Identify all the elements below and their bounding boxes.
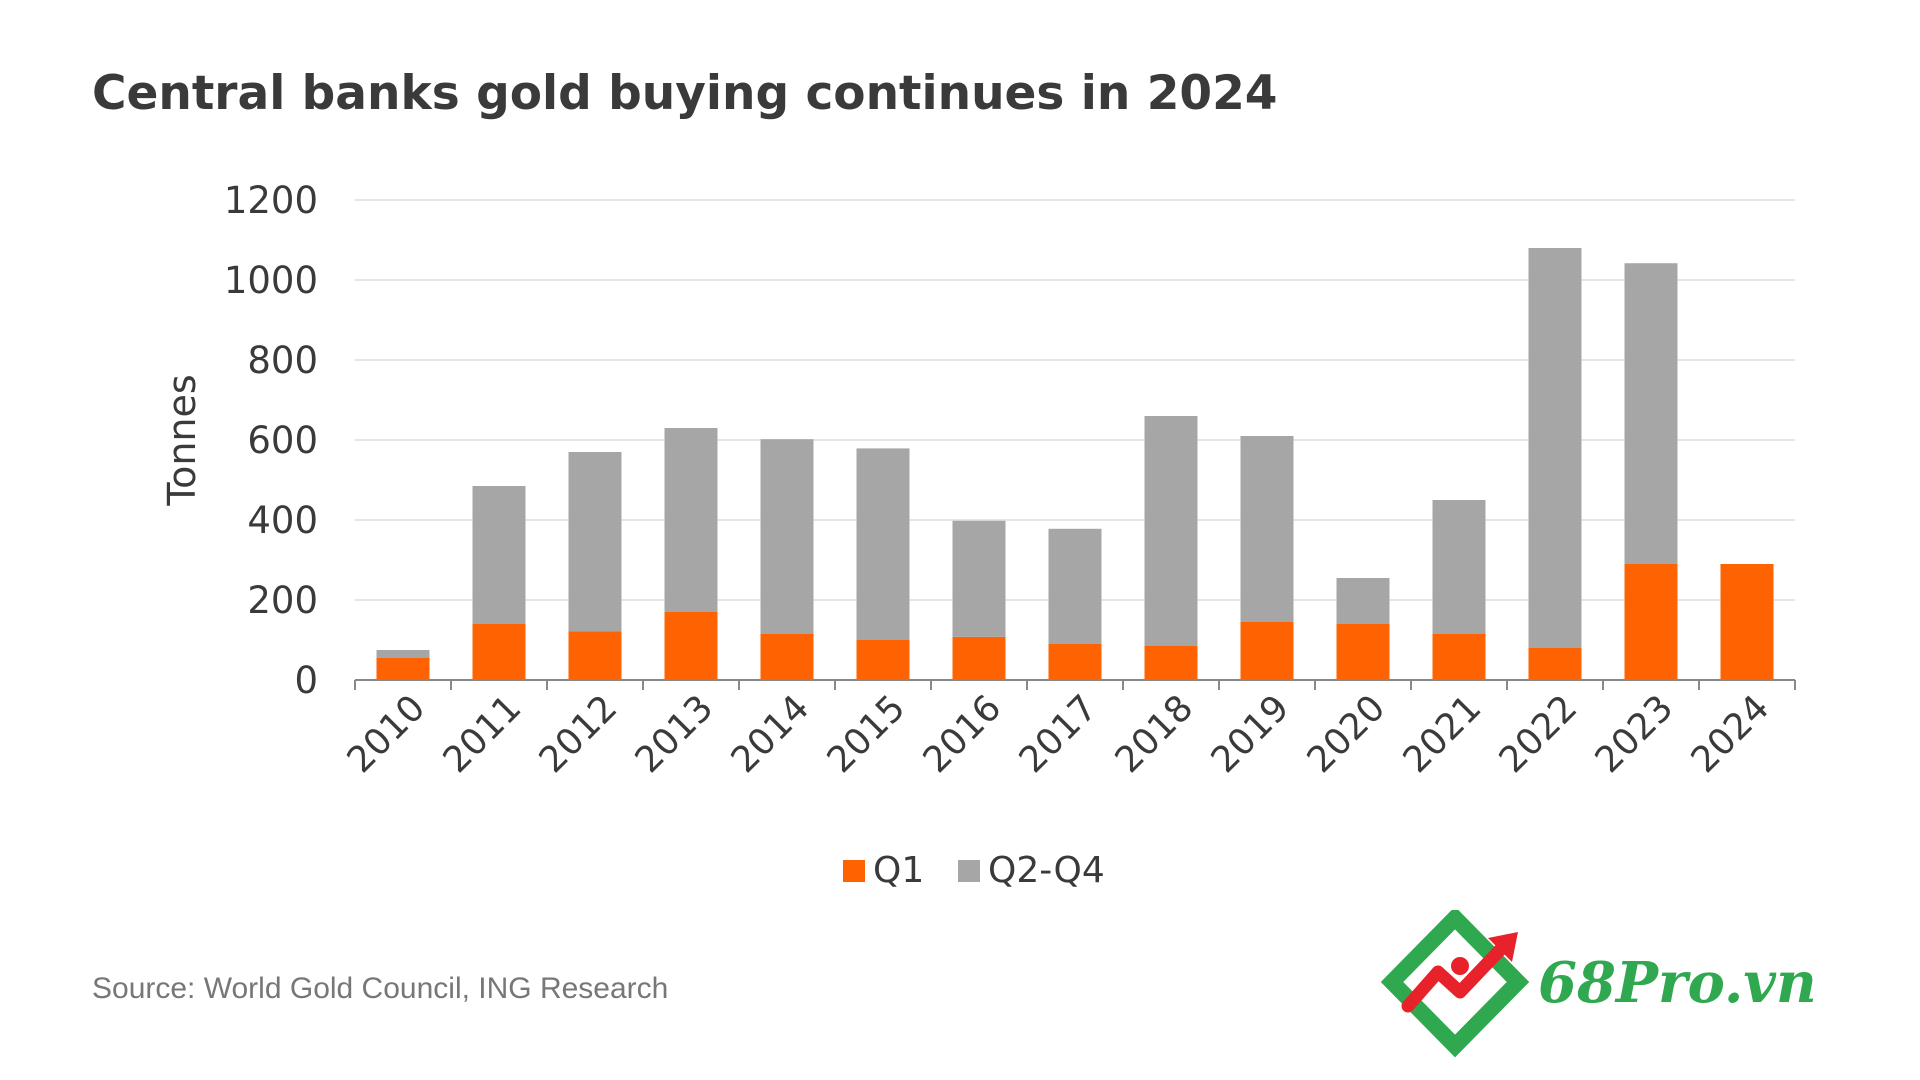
axes: [354, 679, 1796, 690]
bar-q2q4-2016: [952, 520, 1006, 637]
x-tick-label: 2018: [1108, 687, 1202, 781]
x-tick-label: 2023: [1588, 687, 1682, 781]
brand-watermark: 68Pro.vn: [1380, 910, 1820, 1060]
x-tick-label: 2011: [436, 687, 530, 781]
brand-logo-icon: [1380, 910, 1530, 1058]
y-tick-label: 400: [247, 499, 318, 542]
bar-q2q4-2019: [1240, 436, 1294, 622]
x-tick-label: 2016: [916, 687, 1010, 781]
legend-label: Q2-Q4: [988, 850, 1105, 891]
bar-q1-2018: [1144, 646, 1198, 680]
legend-label: Q1: [873, 850, 924, 891]
source-note: Source: World Gold Council, ING Research: [92, 972, 669, 1005]
y-tick-label: 600: [247, 419, 318, 462]
x-tick-label: 2024: [1684, 687, 1778, 781]
x-tick-label: 2012: [532, 687, 626, 781]
brand-text: 68Pro.vn: [1538, 950, 1817, 1016]
bar-q1-2012: [568, 631, 622, 680]
bar-q2q4-2014: [760, 439, 814, 634]
bar-q2q4-2017: [1048, 528, 1102, 644]
bar-q1-2021: [1432, 634, 1486, 680]
x-tick-label: 2013: [628, 687, 722, 781]
bar-q1-2017: [1048, 644, 1102, 680]
bar-q1-2013: [664, 612, 718, 680]
bar-q1-2023: [1624, 564, 1678, 680]
x-tick-label: 2021: [1396, 687, 1490, 781]
bar-q1-2024: [1720, 564, 1774, 680]
bar-q2q4-2020: [1336, 578, 1390, 624]
y-tick-label: 0: [294, 659, 318, 702]
bar-q1-2016: [952, 636, 1006, 680]
y-axis-label: Tonnes: [160, 374, 204, 506]
bar-q1-2014: [760, 634, 814, 680]
bar-q2q4-2015: [856, 448, 910, 640]
x-tick-label: 2022: [1492, 687, 1586, 781]
bar-q2q4-2011: [472, 486, 526, 624]
bar-q1-2022: [1528, 648, 1582, 680]
x-tick-label: 2010: [340, 687, 434, 781]
x-tick-labels: 2010 2011 2012 2013 2014 2015 2016 2017 2018 2019…: [340, 687, 1778, 781]
bar-q1-2019: [1240, 622, 1294, 680]
bar-q2q4-2023: [1624, 263, 1678, 564]
bar-q1-2015: [856, 640, 910, 680]
legend-swatch-q1: [843, 860, 865, 882]
legend-swatch-q2q4: [958, 860, 980, 882]
bar-q1-2020: [1336, 624, 1390, 680]
bar-q2q4-2010: [376, 650, 430, 658]
y-tick-label: 800: [247, 339, 318, 382]
y-tick-label: 200: [247, 579, 318, 622]
bar-q1-2010: [376, 658, 430, 680]
x-tick-label: 2020: [1300, 687, 1394, 781]
x-tick-label: 2019: [1204, 687, 1298, 781]
x-tick-label: 2014: [724, 687, 818, 781]
legend: Q1 Q2-Q4: [843, 850, 1105, 891]
y-tick-label: 1000: [224, 259, 318, 302]
bar-q2q4-2018: [1144, 416, 1198, 646]
bar-q2q4-2013: [664, 428, 718, 612]
y-tick-labels: 0 200 400 600 800 1000 1200: [224, 179, 318, 702]
bar-q2q4-2021: [1432, 500, 1486, 634]
x-tick-label: 2015: [820, 687, 914, 781]
bar-q1-2011: [472, 624, 526, 680]
bars: [376, 248, 1774, 680]
y-tick-label: 1200: [224, 179, 318, 222]
chart-title: Central banks gold buying continues in 2…: [92, 66, 1278, 121]
bar-q2q4-2012: [568, 452, 622, 632]
bar-q2q4-2022: [1528, 248, 1582, 648]
x-tick-label: 2017: [1012, 687, 1106, 781]
